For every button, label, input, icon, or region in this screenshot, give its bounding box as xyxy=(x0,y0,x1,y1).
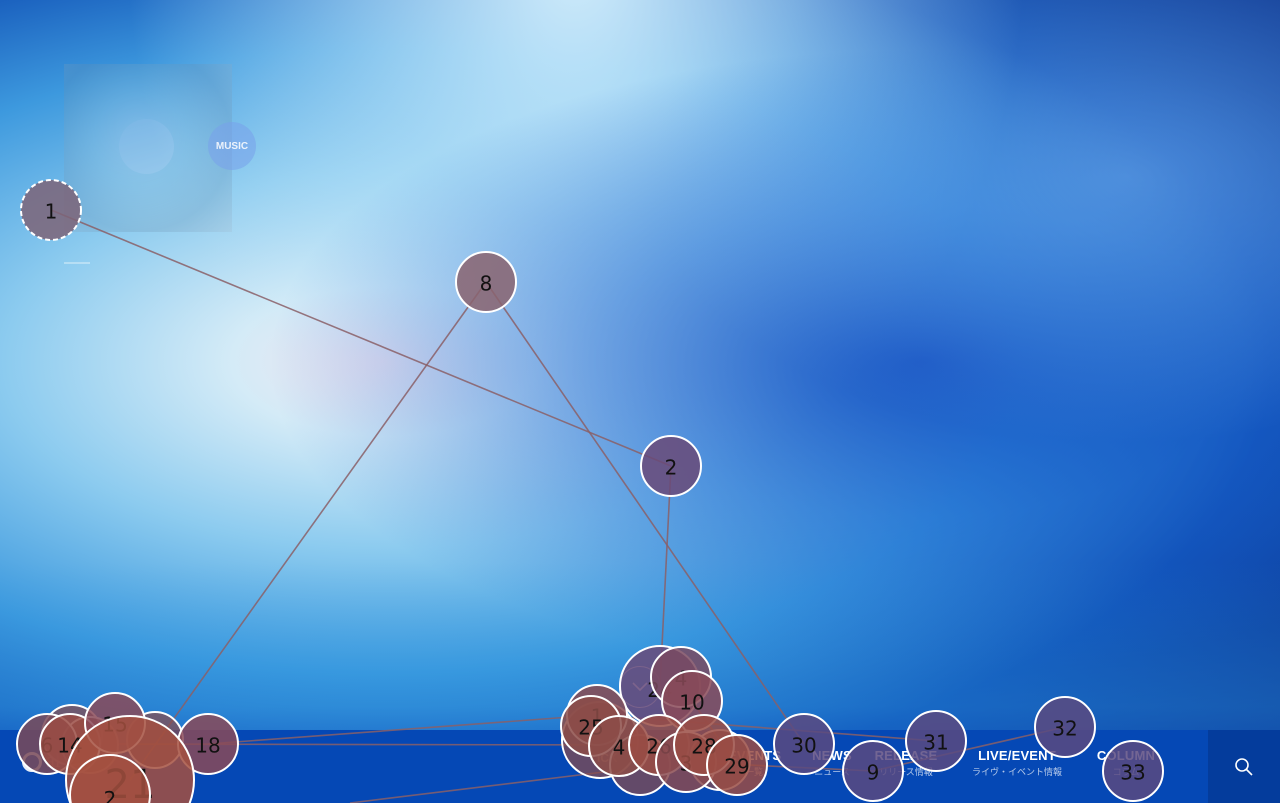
card-divider xyxy=(64,262,90,264)
search-icon xyxy=(1235,757,1253,776)
nav-item-label: NEWS xyxy=(812,748,852,763)
nav-item-label: EVENTS xyxy=(728,748,782,763)
nav-item-label: COLUMN xyxy=(1096,748,1156,763)
nav-item-live-event[interactable]: LIVE/EVENT ライヴ・イベント情報 xyxy=(958,748,1076,778)
chevron-down-icon xyxy=(632,682,648,692)
logo-text: al xyxy=(46,750,61,772)
nav-item-sublabel: 一覧 xyxy=(744,768,763,778)
nav-item-column[interactable]: COLUMN コラム xyxy=(1090,748,1162,778)
search-button[interactable] xyxy=(1208,730,1280,803)
nav-item-sublabel: コラム xyxy=(1112,768,1140,778)
feature-card[interactable] xyxy=(64,64,232,232)
scroll-down-button[interactable] xyxy=(619,666,661,708)
nav-pickup[interactable]: ICK xyxy=(597,751,618,765)
nav-item-news[interactable]: NEWS ニュース xyxy=(808,748,856,778)
nav-item-sublabel: リリース情報 xyxy=(879,768,933,778)
nav-item-sublabel: ニュース xyxy=(814,768,850,778)
logo-icon xyxy=(22,751,42,772)
music-badge[interactable]: MUSIC xyxy=(208,122,256,170)
nav-item-label: LIVE/EVENT xyxy=(978,748,1056,763)
nav-item-release[interactable]: RELEASE リリース情報 xyxy=(872,748,940,778)
site-logo[interactable]: al xyxy=(22,750,60,773)
bottom-nav xyxy=(0,730,1280,803)
nav-item-events[interactable]: EVENTS 一覧 xyxy=(728,748,782,778)
nav-item-sublabel: ライヴ・イベント情報 xyxy=(971,768,1062,778)
nav-item-label: RELEASE xyxy=(874,748,938,763)
feature-image xyxy=(119,119,174,174)
